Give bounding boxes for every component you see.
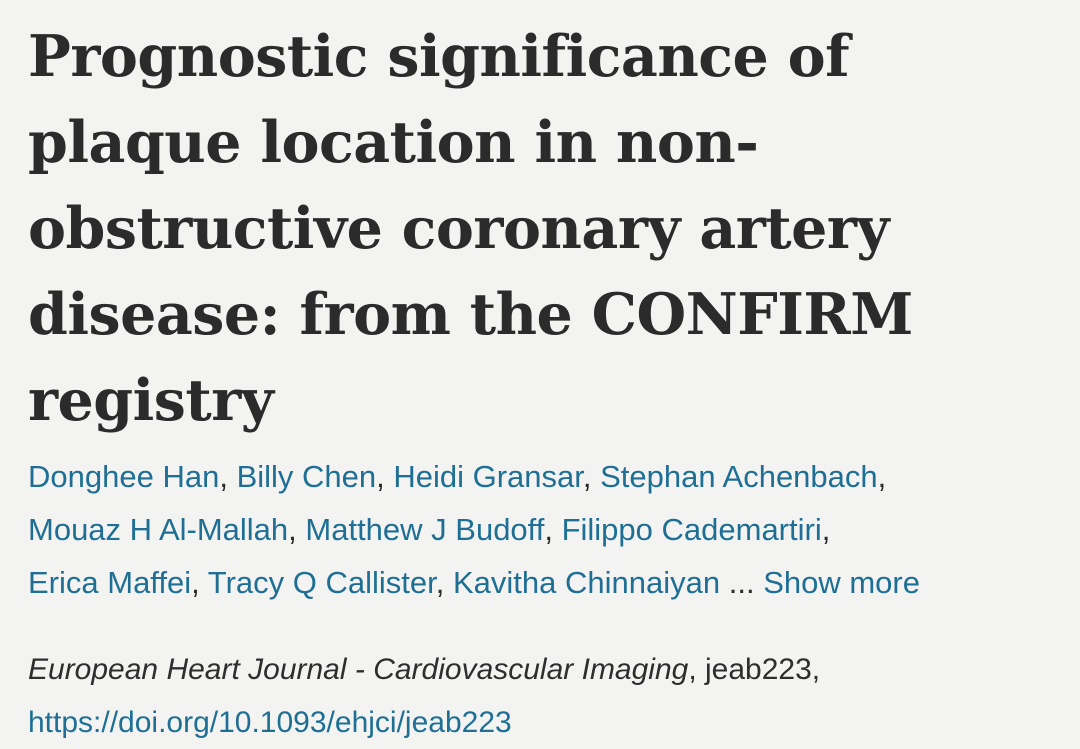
- author-separator: ,: [582, 459, 601, 494]
- author-separator: ,: [821, 512, 831, 547]
- title-line: registry: [28, 367, 274, 434]
- author-line: Erica Maffei, Tracy Q Callister, Kavitha…: [28, 556, 1058, 609]
- author-line: Donghee Han, Billy Chen, Heidi Gransar, …: [28, 450, 1058, 503]
- title-line: obstructive coronary artery: [28, 195, 890, 262]
- author-separator: ,: [877, 459, 887, 494]
- author-separator: ,: [544, 512, 562, 547]
- author-separator: ,: [376, 459, 394, 494]
- author-link[interactable]: Stephan Achenbach: [600, 459, 878, 494]
- title-line: plaque location in non-: [28, 109, 759, 176]
- author-link[interactable]: Kavitha Chinnaiyan: [452, 565, 721, 600]
- citation-separator: ,: [688, 653, 706, 686]
- author-link[interactable]: Mouaz H Al-Mallah: [28, 512, 289, 547]
- author-separator: [720, 565, 729, 600]
- author-ellipsis: ...: [728, 565, 755, 600]
- author-separator: ,: [288, 512, 306, 547]
- author-link[interactable]: Heidi Gransar: [393, 459, 583, 494]
- author-separator: [755, 565, 764, 600]
- citation: European Heart Journal - Cardiovascular …: [28, 643, 1058, 749]
- journal-name: European Heart Journal - Cardiovascular …: [28, 653, 689, 686]
- citation-line: https://doi.org/10.1093/ehjci/jeab223: [28, 696, 1058, 749]
- citation-line: European Heart Journal - Cardiovascular …: [28, 643, 1058, 696]
- author-separator: ,: [435, 565, 453, 600]
- citation-separator: ,: [811, 653, 821, 686]
- article-header: Prognostic significance of plaque locati…: [28, 14, 1058, 749]
- author-link[interactable]: Billy Chen: [236, 459, 377, 494]
- author-link[interactable]: Erica Maffei: [28, 565, 192, 600]
- author-list: Donghee Han, Billy Chen, Heidi Gransar, …: [28, 450, 1058, 609]
- author-separator: ,: [191, 565, 208, 600]
- article-title: Prognostic significance of plaque locati…: [28, 14, 1058, 444]
- author-link[interactable]: Filippo Cademartiri: [561, 512, 822, 547]
- author-separator: ,: [219, 459, 237, 494]
- doi-link[interactable]: https://doi.org/10.1093/ehjci/jeab223: [28, 706, 512, 739]
- author-link[interactable]: Donghee Han: [28, 459, 220, 494]
- author-line: Mouaz H Al-Mallah, Matthew J Budoff, Fil…: [28, 503, 1058, 556]
- title-line: disease: from the CONFIRM: [28, 281, 913, 348]
- article-id: jeab223: [705, 653, 812, 686]
- author-link[interactable]: Matthew J Budoff: [305, 512, 545, 547]
- title-line: Prognostic significance of: [28, 23, 850, 90]
- author-link[interactable]: Tracy Q Callister: [207, 565, 436, 600]
- show-more-button[interactable]: Show more: [763, 565, 920, 600]
